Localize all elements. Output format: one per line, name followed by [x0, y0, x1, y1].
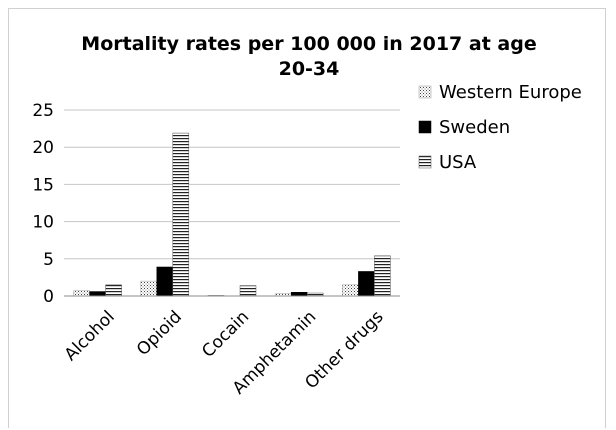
bar-sweden-amphetamin	[290, 292, 308, 297]
y-tick-label: 0	[43, 287, 54, 307]
bar-usa-alcohol	[105, 284, 122, 297]
y-tick-label: 25	[32, 101, 54, 121]
bar-western-europe-other-drugs	[342, 284, 359, 297]
legend-swatch	[418, 155, 432, 169]
bar-sweden-opioid	[156, 266, 174, 297]
legend-label: USA	[439, 152, 477, 173]
bars	[73, 132, 391, 297]
y-tick-label: 20	[32, 138, 54, 158]
legend-label: Western Europe	[439, 82, 582, 103]
chart-title-line1: Mortality rates per 100 000 in 2017 at a…	[81, 33, 536, 55]
bar-sweden-alcohol	[89, 291, 106, 297]
legend-swatch	[418, 120, 432, 134]
bar-western-europe-opioid	[140, 280, 158, 297]
bar-western-europe-alcohol	[73, 290, 90, 297]
category-label: Opioid	[133, 307, 186, 360]
bar-usa-other-drugs	[374, 255, 391, 297]
legend-swatch	[418, 85, 432, 99]
y-tick-label: 15	[32, 175, 54, 195]
bar-sweden-other-drugs	[358, 271, 375, 297]
bar-usa-cocain	[239, 285, 257, 297]
category-label: Cocain	[198, 307, 253, 362]
category-label: Alcohol	[61, 307, 119, 365]
y-axis-ticks: 0 5 10 15 20 25	[32, 101, 54, 307]
bar-usa-opioid	[172, 132, 190, 297]
chart-title-line2: 20-34	[279, 58, 340, 80]
legend-label: Sweden	[439, 117, 510, 138]
legend: Western Europe Sweden USA	[418, 82, 582, 173]
gridlines	[64, 109, 400, 260]
chart-frame	[8, 8, 606, 428]
y-tick-label: 10	[32, 213, 54, 233]
y-tick-label: 5	[43, 250, 54, 270]
